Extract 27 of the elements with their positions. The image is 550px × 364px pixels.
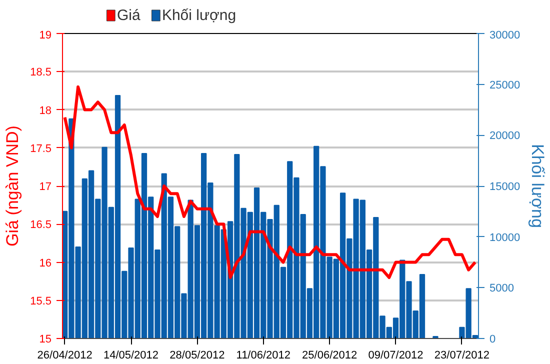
y-tick-label: 15 bbox=[39, 334, 52, 346]
y-tick-label: 19 bbox=[39, 30, 52, 42]
y2-tick-label: 25000 bbox=[490, 79, 520, 92]
y-axis-title: Giá (ngàn VND) bbox=[3, 126, 22, 246]
y-tick-label: 16 bbox=[39, 257, 52, 270]
y2-axis-title: Khối lượng bbox=[528, 144, 548, 228]
y-tick-label: 16.5 bbox=[30, 219, 52, 232]
y2-tick-label: 15000 bbox=[490, 181, 520, 193]
x-tick-label: 28/05/2012 bbox=[170, 350, 225, 362]
x-tick-label: 14/05/2012 bbox=[103, 350, 159, 362]
y-tick-label: 17 bbox=[39, 181, 52, 193]
y2-tick-label: 5000 bbox=[490, 282, 514, 295]
x-tick-label: 09/07/2012 bbox=[368, 350, 424, 362]
x-tick-label: 23/07/2012 bbox=[434, 350, 490, 362]
legend-label: Giá bbox=[116, 7, 141, 24]
y-tick-label: 18 bbox=[39, 104, 52, 117]
x-tick-label: 25/06/2012 bbox=[302, 350, 358, 362]
y2-tick-label: 20000 bbox=[490, 130, 520, 142]
y-tick-label: 17.5 bbox=[30, 142, 52, 155]
y2-tick-label: 10000 bbox=[490, 232, 520, 244]
legend-label: Khối lượng bbox=[162, 7, 236, 24]
x-tick-label: 26/04/2012 bbox=[37, 350, 92, 362]
y-tick-label: 15.5 bbox=[30, 295, 52, 308]
y-tick-label: 18.5 bbox=[30, 66, 52, 79]
y2-tick-label: 0 bbox=[490, 334, 496, 346]
x-tick-label: 11/06/2012 bbox=[236, 350, 291, 362]
y2-tick-label: 30000 bbox=[490, 30, 520, 42]
